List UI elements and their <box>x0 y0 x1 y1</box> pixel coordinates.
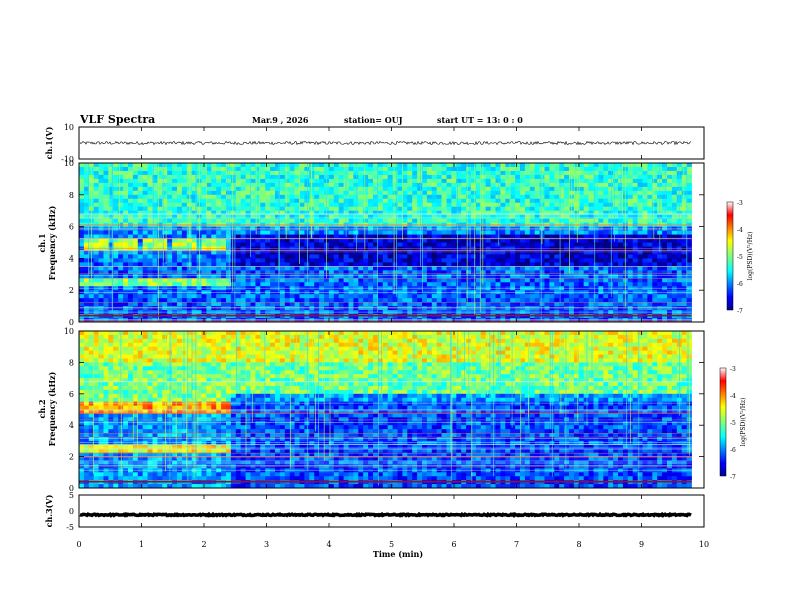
ch1-colorbar: -3 -4 -5 -6 -7 log(PSD)(V²/Hz) <box>726 200 754 315</box>
ch1-spec-ylabel-top: ch.1 <box>37 233 47 252</box>
ch1-spectrogram-panel: 0 2 4 6 8 10 ch.1 Frequency (kHz) -3 -4 -5 -6… <box>37 159 754 327</box>
time-tick-label: 1 <box>139 540 144 549</box>
ch1-ytick-top: 10 <box>64 123 74 132</box>
freq-tick-label: 4 <box>69 254 74 263</box>
station-label: station= OUJ <box>344 115 403 125</box>
ch2-cbar-tick: -6 <box>730 447 736 454</box>
freq-tick-label: 0 <box>69 318 74 327</box>
ch2-spec-ylabel: Frequency (kHz) <box>47 371 57 446</box>
ch3-ytick: 5 <box>69 491 74 500</box>
ch2-spectrogram-panel: 0 2 4 6 8 10 ch.2 Frequency (kHz) -3 -4 -5 -6… <box>37 327 747 493</box>
ch1-waveform-trace <box>79 140 692 146</box>
time-tick-label: 8 <box>576 540 581 549</box>
time-tick-label: 3 <box>264 540 269 549</box>
freq-tick-label: 6 <box>69 223 74 232</box>
freq-tick-label: 2 <box>69 453 74 462</box>
time-tick-label: 4 <box>326 540 331 549</box>
ch2-cbar-label: log(PSD)(V²/Hz) <box>740 398 747 447</box>
ch1-cbar-tick: -4 <box>737 227 743 234</box>
date-label: Mar.9 , 2026 <box>252 115 309 125</box>
time-tick-label: 0 <box>76 540 81 549</box>
ch2-cbar-tick: -7 <box>730 474 736 481</box>
ch1-waveform-panel: 10 -10 ch.1(V) <box>44 123 705 164</box>
ch3-ytick: 0 <box>69 507 74 516</box>
time-tick-label: 10 <box>699 540 709 549</box>
time-axis: 0 1 2 3 4 5 6 7 8 9 10 <box>76 127 709 549</box>
time-tick-label: 9 <box>639 540 644 549</box>
time-axis-label: Time (min) <box>373 549 423 559</box>
ch1-ytick-bottom: -10 <box>61 155 74 164</box>
time-tick-label: 6 <box>451 540 456 549</box>
ch2-spectrogram-heatmap <box>79 331 692 489</box>
ch2-freq-ticks: 0 2 4 6 8 10 <box>64 327 704 493</box>
time-tick-label: 2 <box>201 540 206 549</box>
start-time-label: start UT = 13: 0 : 0 <box>437 115 523 125</box>
ch1-cbar-tick: -6 <box>737 281 743 288</box>
ch3-ytick: -5 <box>66 523 74 532</box>
freq-tick-label: 10 <box>64 327 74 336</box>
ch2-colorbar: -3 -4 -5 -6 -7 log(PSD)(V²/Hz) <box>719 366 747 481</box>
ch1-cbar-tick: -7 <box>737 308 743 315</box>
ch1-wave-ylabel: ch.1(V) <box>44 126 54 159</box>
freq-tick-label: 6 <box>69 390 74 399</box>
freq-tick-label: 8 <box>69 358 74 367</box>
ch2-cbar-tick: -5 <box>730 420 736 427</box>
ch1-freq-ticks: 0 2 4 6 8 10 <box>64 159 704 327</box>
time-tick-label: 5 <box>389 540 394 549</box>
ch2-cbar-tick: -3 <box>730 366 736 373</box>
time-tick-label: 7 <box>514 540 519 549</box>
freq-tick-label: 8 <box>69 191 74 200</box>
ch1-cbar-label: log(PSD)(V²/Hz) <box>747 232 754 281</box>
ch3-waveform-trace <box>79 511 692 519</box>
freq-tick-label: 4 <box>69 421 74 430</box>
freq-tick-label: 2 <box>69 286 74 295</box>
ch2-spec-ylabel-top: ch.2 <box>37 399 47 418</box>
freq-tick-label: 0 <box>69 484 74 493</box>
ch1-spectrogram-heatmap <box>79 163 692 323</box>
ch3-waveform-panel: 5 0 -5 ch.3(V) <box>44 491 705 532</box>
ch1-cbar-tick: -3 <box>737 200 743 207</box>
freq-tick-label: 10 <box>64 159 74 168</box>
ch1-spec-ylabel: Frequency (kHz) <box>47 205 57 280</box>
ch3-wave-ylabel: ch.3(V) <box>44 494 54 527</box>
figure-title: VLF Spectra <box>79 113 155 126</box>
ch1-cbar-tick: -5 <box>737 254 743 261</box>
ch2-cbar-tick: -4 <box>730 393 736 400</box>
